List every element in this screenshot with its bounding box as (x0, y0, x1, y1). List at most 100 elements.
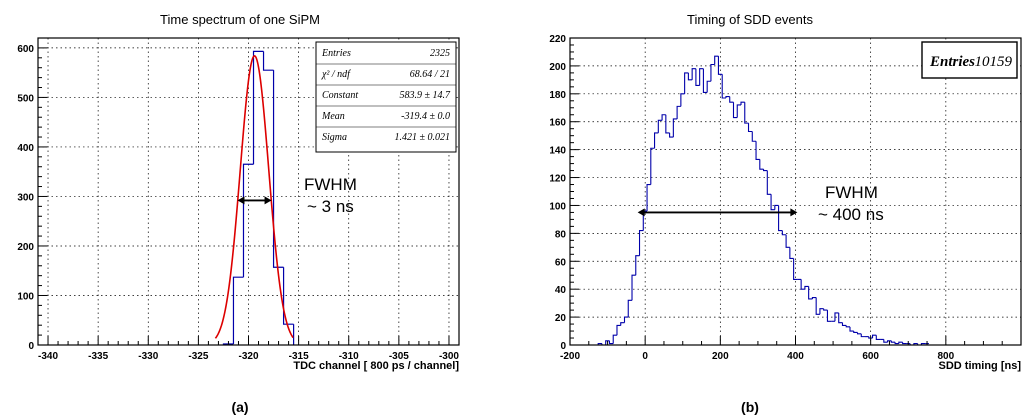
panel-a: Time spectrum of one SiPM -340 -335 -330 -3… (17, 12, 460, 415)
histogram-bin (272, 70, 284, 268)
x-tick-label: -330 (138, 351, 158, 362)
fwhm-arrow-head-left (237, 196, 245, 205)
histogram-bin (282, 267, 294, 325)
y-tick-label: 20 (555, 313, 567, 324)
y-tick-labels-b: 0 20 40 60 80 100 120 140 160 180 200 220 (549, 34, 566, 352)
histogram-bin (725, 96, 730, 98)
ticks-b (569, 37, 1003, 346)
chart-title-b: Timing of SDD events (687, 12, 813, 27)
histogram-bin (860, 333, 866, 338)
histogram-bin (826, 310, 832, 322)
histogram-bin (638, 230, 644, 256)
stats-value-entries-b: 10159 (975, 54, 1013, 70)
y-tick-label: 400 (17, 143, 34, 154)
histogram-bin (770, 194, 775, 211)
y-tick-label: 140 (549, 146, 566, 157)
histogram-bin (744, 102, 749, 124)
histogram-bin (778, 205, 783, 232)
histogram-bin (616, 324, 621, 336)
histogram-bin (732, 102, 738, 119)
histogram-bin (232, 276, 244, 345)
histogram-bin (262, 51, 274, 71)
histogram-bin (872, 334, 877, 339)
histogram-bin (631, 274, 636, 301)
histogram-bin (902, 342, 907, 345)
stats-row-label: Sigma (322, 132, 347, 143)
histogram-bin (898, 341, 903, 344)
histogram-bin (684, 72, 689, 94)
x-axis-label-a: TDC channel [ 800 ps / channel] (293, 360, 459, 372)
histogram-bin (887, 340, 892, 343)
histogram-bin (699, 68, 704, 86)
histogram-bin (710, 63, 715, 82)
histogram-bin (781, 230, 787, 236)
histogram-bin (868, 336, 873, 339)
x-tick-label: -335 (88, 351, 108, 362)
histogram-bin (729, 96, 734, 103)
stats-row-label: Constant (322, 90, 358, 101)
x-tick-label: -200 (560, 351, 580, 362)
histogram-bin (676, 105, 681, 119)
histogram-bin (620, 322, 625, 326)
x-tick-label: 400 (787, 351, 804, 362)
x-tick-label: -320 (238, 351, 258, 362)
x-tick-label: 800 (937, 351, 954, 362)
x-tick-label: 600 (862, 351, 879, 362)
panel-label-a: (a) (231, 399, 248, 415)
fwhm-value-a: ~ 3 ns (307, 197, 354, 216)
histogram-bin (894, 342, 899, 345)
histogram-bin (856, 332, 862, 335)
histogram-bin (819, 308, 824, 315)
x-tick-labels-a: -340 -335 -330 -325 -320 -315 -310 -305 -300 (38, 351, 459, 362)
stats-row-value: 2325 (430, 48, 450, 59)
histogram-bin (845, 325, 850, 328)
ticks-a (37, 37, 460, 346)
x-tick-label: -305 (389, 351, 409, 362)
histogram-bin (849, 326, 854, 332)
x-tick-label: -315 (289, 351, 309, 362)
stats-row-value: 1.421 ± 0.021 (395, 132, 451, 143)
stats-box-b: Entries 10159 (921, 41, 1018, 79)
gaussian-fit-line (214, 55, 294, 339)
fwhm-label-b: FWHM (825, 183, 878, 202)
histogram-bin (665, 114, 670, 134)
histogram-bin (763, 169, 768, 172)
fwhm-arrow-head-right (790, 208, 798, 217)
x-tick-label: 0 (642, 351, 648, 362)
histogram-bin (650, 147, 655, 185)
histogram-bin (823, 308, 828, 311)
histogram-bin (800, 279, 805, 290)
histogram-bin (853, 331, 858, 333)
histogram-bin (654, 132, 659, 149)
histogram-bin (875, 335, 881, 340)
histogram-bin (808, 286, 813, 300)
histogram-bin (838, 312, 843, 324)
fwhm-value-b: ~ 400 ns (818, 205, 884, 224)
histogram-bin (687, 72, 693, 81)
histogram-bin (793, 258, 798, 280)
fwhm-label-a: FWHM (304, 175, 357, 194)
histogram-b (597, 55, 929, 346)
stats-label-entries-b: Entries (929, 54, 975, 70)
x-axis-label-b: SDD timing [ns] (939, 360, 1022, 372)
x-tick-label: -340 (38, 351, 58, 362)
fwhm-annotation-a: FWHM ~ 3 ns (237, 175, 357, 216)
x-tick-label: -310 (339, 351, 359, 362)
fit-curve-a (214, 55, 294, 339)
y-tick-labels-a: 0 100 200 300 400 500 600 (17, 44, 34, 352)
histogram-bin (774, 204, 779, 210)
histogram-bin (755, 141, 760, 160)
histogram-a (222, 50, 295, 345)
histogram-bin (841, 322, 847, 327)
histogram-bin (721, 74, 726, 99)
grid-b (569, 37, 1021, 346)
grid-a (38, 38, 459, 346)
stats-box-a: Entries 2325 χ² / ndf 68.64 / 21 Constant 583… (315, 41, 457, 153)
histogram-bin (785, 234, 790, 248)
histogram-bin (612, 334, 617, 344)
histogram-bin (252, 50, 264, 165)
histogram-bin (736, 104, 741, 118)
histogram-bin (740, 101, 745, 105)
histogram-bin (804, 285, 809, 290)
